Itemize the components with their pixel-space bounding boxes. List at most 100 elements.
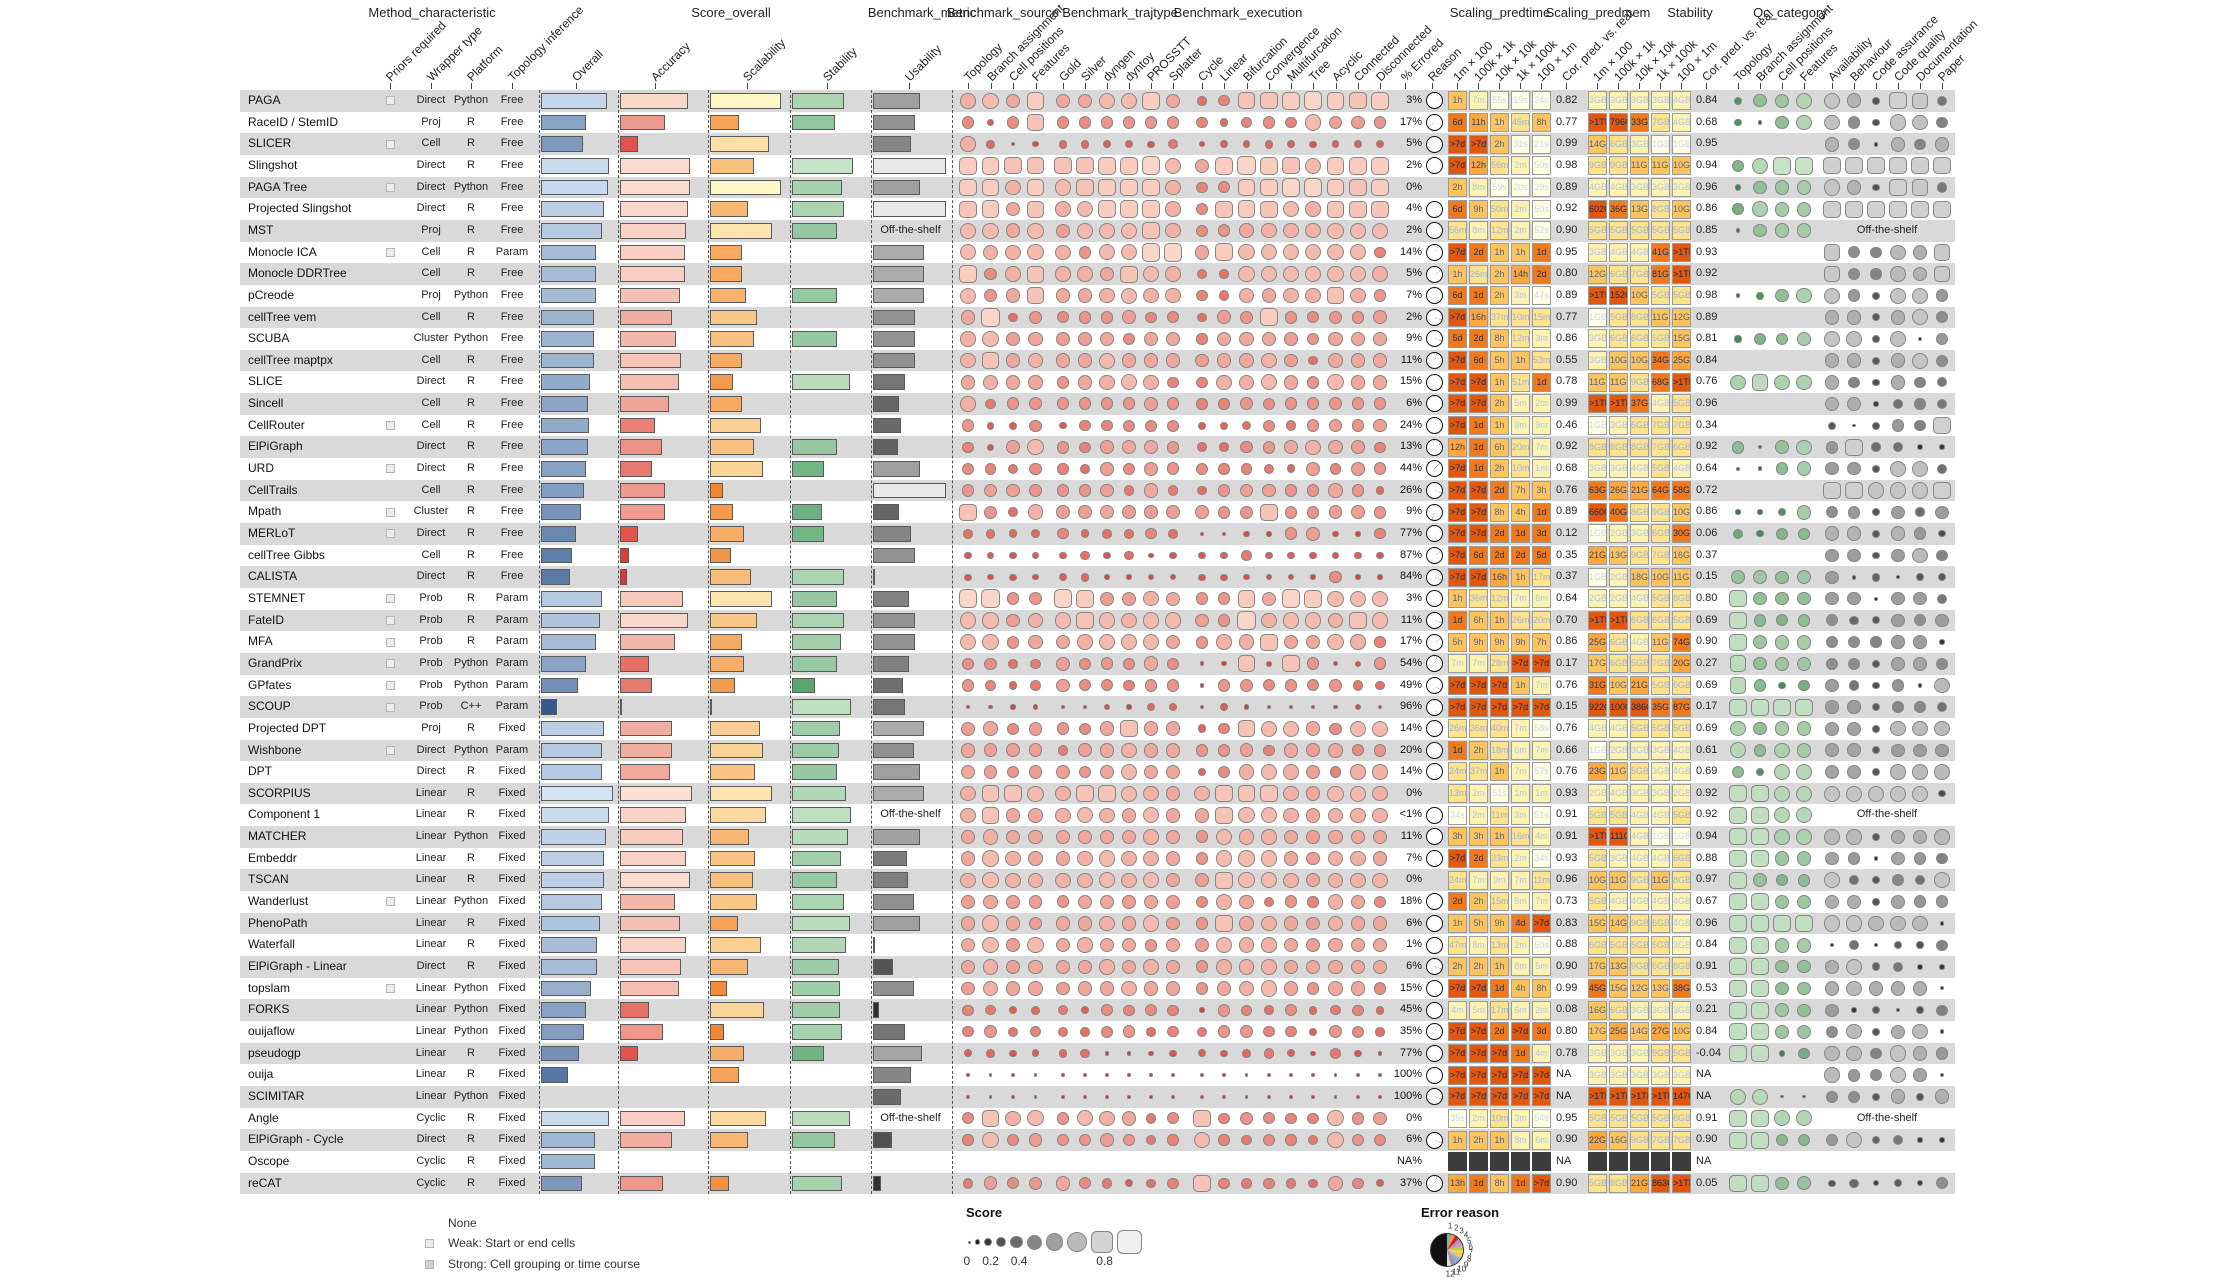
predmem-cell: 3GB <box>1588 351 1607 371</box>
benchmark-circle <box>1327 1110 1344 1127</box>
benchmark-circle <box>1168 702 1178 712</box>
qc-circle <box>1934 136 1950 152</box>
benchmark-circle <box>1142 915 1160 932</box>
method-platform: R <box>467 137 475 150</box>
predmem-cell: 81GB <box>1651 264 1670 284</box>
prior-checkbox <box>386 182 395 192</box>
benchmark-circle <box>1098 352 1116 369</box>
stability-circle <box>1751 1174 1769 1192</box>
benchmark-circle <box>1143 785 1159 802</box>
benchmark-circle <box>1351 397 1365 411</box>
qc-circle <box>1847 592 1861 606</box>
benchmark-circle <box>1198 140 1206 148</box>
predtime-cell: 2m <box>1511 849 1530 869</box>
benchmark-circle <box>965 704 971 710</box>
predmem-cell: 3GB <box>1672 935 1691 955</box>
benchmark-circle <box>1305 808 1321 823</box>
stability-circle <box>1730 720 1746 737</box>
score-bar-sc <box>710 807 767 824</box>
benchmark-circle <box>1008 529 1018 539</box>
cor-predtime: 0.76 <box>1556 721 1578 734</box>
column-tick <box>1129 83 1130 89</box>
benchmark-circle <box>1326 156 1345 175</box>
predmem-cell: 11GB <box>1609 870 1628 890</box>
error-reason-pie <box>1425 200 1443 218</box>
benchmark-circle <box>1215 156 1233 175</box>
predtime-cell: 45m <box>1511 112 1530 132</box>
error-reason-pie <box>1425 915 1443 933</box>
benchmark-circle <box>1144 397 1158 411</box>
benchmark-circle <box>1105 1073 1109 1077</box>
score-bar-ac <box>620 201 689 217</box>
error-reason-pie <box>1425 958 1443 976</box>
benchmark-circle <box>1026 113 1044 131</box>
benchmark-circle <box>1123 485 1135 496</box>
stability-circle <box>1751 1088 1769 1105</box>
predmem-cell: 4GB <box>1630 242 1649 262</box>
predtime-cell: >7d <box>1448 134 1467 154</box>
stability-circle <box>1797 592 1811 606</box>
predmem-cell: 8GB <box>1609 437 1628 457</box>
predtime-cell: 40m <box>1490 719 1509 739</box>
method-wrapper: Proj <box>421 115 441 128</box>
score-bar-ov <box>541 1153 595 1170</box>
qc-circle <box>1912 764 1928 780</box>
method-name: Component 1 <box>248 807 321 822</box>
benchmark-circle <box>959 503 977 521</box>
predmem-cell: 8GB <box>1630 307 1649 327</box>
benchmark-circle <box>1372 764 1388 780</box>
method-platform: R <box>467 440 475 453</box>
benchmark-circle <box>1028 895 1043 909</box>
predmem-cell: 58GB <box>1672 481 1691 501</box>
benchmark-circle <box>1328 353 1343 368</box>
predtime-cell: 1h <box>1448 91 1467 111</box>
predtime-cell: 33m <box>1490 849 1509 869</box>
group-separator <box>790 90 791 1195</box>
qc-circle <box>1825 700 1839 714</box>
benchmark-circle <box>959 178 977 197</box>
predtime-cell: 8m <box>1469 177 1488 197</box>
predmem-cell: 20GB <box>1672 654 1691 674</box>
benchmark-circle <box>1076 157 1094 175</box>
score-bar-st <box>792 699 852 715</box>
predmem-cell: 7GB <box>1672 1130 1691 1150</box>
predmem-cell: 15GB <box>1672 329 1691 349</box>
cor-predtime: 0.08 <box>1556 1003 1578 1016</box>
benchmark-circle <box>1310 574 1316 580</box>
stability-circle <box>1796 374 1812 390</box>
score-bar-sc <box>710 1132 748 1148</box>
predmem-cell: 1GB <box>1588 567 1607 587</box>
benchmark-circle <box>1239 483 1254 498</box>
benchmark-circle <box>1027 352 1044 369</box>
benchmark-circle <box>1349 785 1367 802</box>
benchmark-circle <box>1030 680 1041 691</box>
benchmark-circle <box>1282 157 1300 175</box>
predtime-cell: 7m <box>1511 762 1530 782</box>
predmem-cell: 6GB <box>1609 1000 1628 1020</box>
stability-circle <box>1752 634 1768 650</box>
benchmark-circle <box>1120 200 1138 218</box>
benchmark-circle <box>982 937 999 954</box>
method-topology: Param <box>495 700 529 713</box>
benchmark-circle <box>1287 573 1295 581</box>
column-tick <box>1639 83 1640 89</box>
prior-checkbox <box>386 421 395 431</box>
benchmark-circle <box>1100 657 1114 671</box>
predtime-cell: 1d <box>1532 372 1551 392</box>
benchmark-circle <box>1195 960 1209 974</box>
predtime-cell: 51s <box>1532 805 1551 825</box>
benchmark-circle <box>1263 896 1275 908</box>
method-name: DPT <box>248 764 272 779</box>
benchmark-circle <box>1238 850 1255 867</box>
benchmark-circle <box>1144 678 1158 692</box>
benchmark-circle <box>1373 1111 1387 1126</box>
benchmark-circle <box>982 1131 999 1149</box>
score-bar-ac <box>620 1110 685 1127</box>
column-tick <box>471 83 472 89</box>
benchmark-circle <box>1006 483 1020 498</box>
errored-percent: 49% <box>1399 678 1422 691</box>
method-wrapper: Prob <box>419 613 443 626</box>
predmem-cell: 5GB <box>1609 805 1628 825</box>
benchmark-circle <box>1120 265 1138 283</box>
benchmark-circle <box>1078 1177 1092 1190</box>
